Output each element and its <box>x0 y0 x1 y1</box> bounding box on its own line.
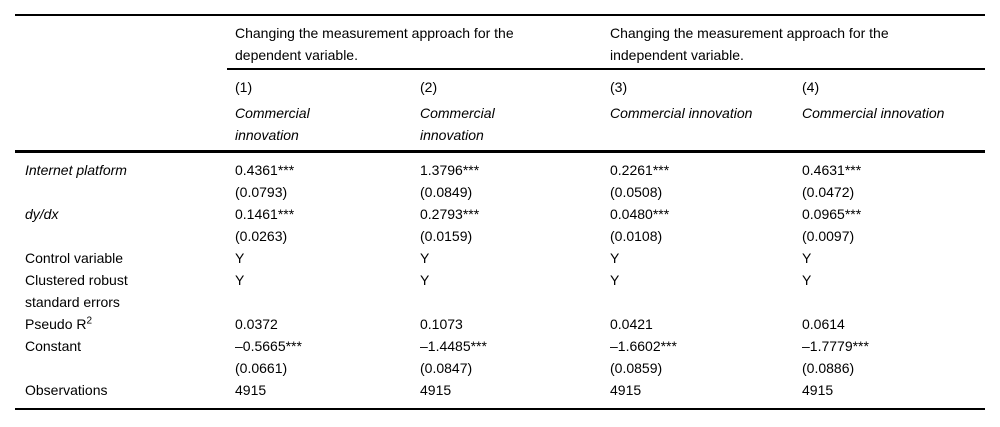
row-label-text: Constant <box>25 338 82 354</box>
group-header-row: Changing the measurement approach for th… <box>15 16 985 68</box>
cell-value: Y <box>235 272 245 288</box>
table-row-constant-se: (0.0661) (0.0847) (0.0859) (0.0886) <box>15 357 985 379</box>
cell-value: 4915 <box>235 382 267 398</box>
column-number-3: (3) <box>610 79 628 95</box>
cell-value: (0.0472) <box>802 184 855 200</box>
top-rule <box>15 14 985 16</box>
column-number-4: (4) <box>802 79 820 95</box>
row-label-text: Internet platform <box>25 162 127 178</box>
cell-value: (0.0859) <box>610 360 663 376</box>
group-header-dependent: Changing the measurement approach for th… <box>235 25 514 63</box>
cell-value: –1.6602*** <box>610 338 677 354</box>
row-label: Constant <box>15 335 235 357</box>
cell-value: 0.0421 <box>610 316 653 332</box>
cell-value: 4915 <box>610 382 642 398</box>
row-label: Internet platform <box>15 159 235 181</box>
table-row-pseudo-r2: Pseudo R2 0.0372 0.1073 0.0421 0.0614 <box>15 313 985 335</box>
table-row-observations: Observations 4915 4915 4915 4915 <box>15 379 985 401</box>
dependent-variable-label-4: Commercial innovation <box>802 105 945 121</box>
table-row-dydx: dy/dx 0.1461*** 0.2793*** 0.0480*** 0.09… <box>15 203 985 225</box>
table-row-internet-platform: Internet platform 0.4361*** 1.3796*** 0.… <box>15 159 985 181</box>
bottom-rule <box>15 408 985 410</box>
cell-value: 0.4631*** <box>802 162 862 178</box>
cell-value: (0.0849) <box>420 184 473 200</box>
row-label: Observations <box>15 379 235 401</box>
table-row-constant: Constant –0.5665*** –1.4485*** –1.6602**… <box>15 335 985 357</box>
cell-value: Y <box>420 250 430 266</box>
row-label: dy/dx <box>15 203 235 225</box>
dependent-variable-label-1: Commercial innovation <box>235 105 310 143</box>
table-body: Internet platform 0.4361*** 1.3796*** 0.… <box>15 153 985 408</box>
cell-value: 0.1461*** <box>235 206 295 222</box>
cell-value: (0.0108) <box>610 228 663 244</box>
group-header-independent: Changing the measurement approach for th… <box>610 25 889 63</box>
cell-value: 0.4361*** <box>235 162 295 178</box>
cell-value: Y <box>802 250 812 266</box>
row-label: Pseudo R2 <box>15 313 235 335</box>
row-label-text: Observations <box>25 382 108 398</box>
cell-value: (0.0097) <box>802 228 855 244</box>
table-row-clustered-robust-se: Clustered robust standard errors Y Y Y Y <box>15 269 985 313</box>
cell-value: 4915 <box>420 382 452 398</box>
table-row-dydx-se: (0.0263) (0.0159) (0.0108) (0.0097) <box>15 225 985 247</box>
columns-rule <box>15 150 985 153</box>
row-label-sup: 2 <box>86 315 93 327</box>
cell-value: (0.0661) <box>235 360 288 376</box>
row-label: Control variable <box>15 247 235 269</box>
cell-value: Y <box>802 272 812 288</box>
column-number-row: (1) (2) (3) (4) <box>15 70 985 98</box>
column-number-1: (1) <box>235 79 253 95</box>
cell-value: (0.0886) <box>802 360 855 376</box>
column-number-2: (2) <box>420 79 438 95</box>
results-table: Changing the measurement approach for th… <box>15 14 985 410</box>
row-label-text: Clustered robust standard errors <box>25 272 128 310</box>
row-label: Clustered robust standard errors <box>15 269 235 313</box>
row-label-text: dy/dx <box>25 206 59 222</box>
cell-value: –1.4485*** <box>420 338 487 354</box>
cell-value: (0.0508) <box>610 184 663 200</box>
cell-value: 0.2261*** <box>610 162 670 178</box>
cell-value: Y <box>420 272 430 288</box>
cell-value: –1.7779*** <box>802 338 869 354</box>
cell-value: 0.0372 <box>235 316 278 332</box>
cell-value: (0.0263) <box>235 228 288 244</box>
cell-value: 4915 <box>802 382 834 398</box>
cell-value: (0.0159) <box>420 228 473 244</box>
row-label-text: Control variable <box>25 250 124 266</box>
cell-value: Y <box>235 250 245 266</box>
cell-value: –0.5665*** <box>235 338 302 354</box>
cell-value: (0.0793) <box>235 184 288 200</box>
cell-value: 0.0614 <box>802 316 845 332</box>
dependent-variable-label-3: Commercial innovation <box>610 105 753 121</box>
cell-value: 0.2793*** <box>420 206 480 222</box>
header-rule <box>227 68 985 70</box>
cell-value: Y <box>610 250 620 266</box>
table-row-internet-platform-se: (0.0793) (0.0849) (0.0508) (0.0472) <box>15 181 985 203</box>
cell-value: 0.0965*** <box>802 206 862 222</box>
cell-value: Y <box>610 272 620 288</box>
dependent-variable-label-2: Commercial innovation <box>420 105 495 143</box>
cell-value: 1.3796*** <box>420 162 480 178</box>
cell-value: 0.0480*** <box>610 206 670 222</box>
table-row-control-variable: Control variable Y Y Y Y <box>15 247 985 269</box>
dependent-variable-row: Commercial innovation Commercial innovat… <box>15 98 985 150</box>
row-label-text: Pseudo R <box>25 316 87 332</box>
cell-value: 0.1073 <box>420 316 463 332</box>
cell-value: (0.0847) <box>420 360 473 376</box>
